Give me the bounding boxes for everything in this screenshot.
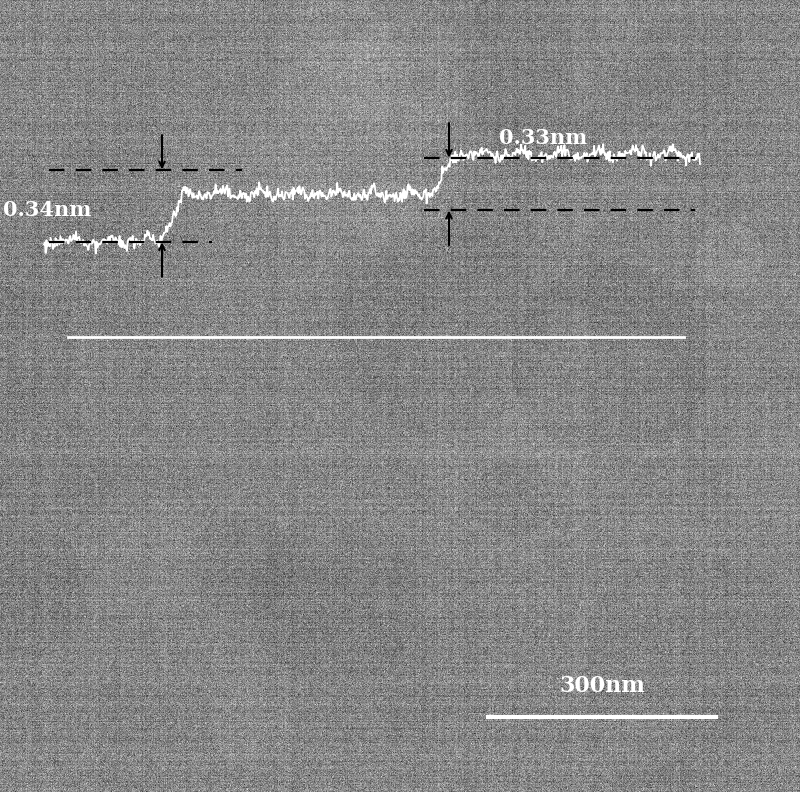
Text: 0.34nm: 0.34nm	[3, 200, 91, 220]
Text: 300nm: 300nm	[559, 675, 645, 697]
Text: 0.33nm: 0.33nm	[499, 128, 587, 148]
